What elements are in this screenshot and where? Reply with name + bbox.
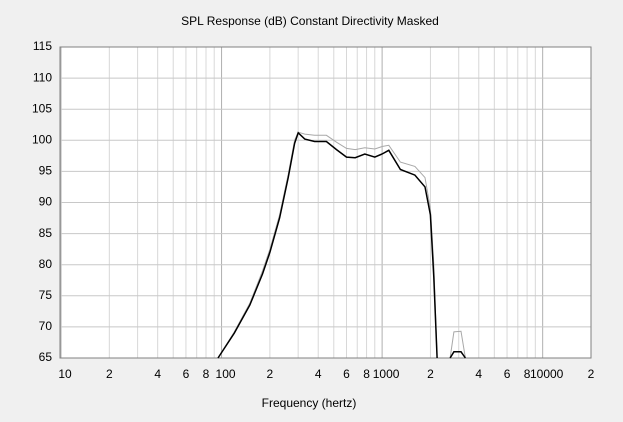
x-tick-label: 2 [588,367,595,381]
x-tick-label: 4 [475,367,482,381]
series-line [217,131,467,359]
x-tick-label: 2 [427,367,434,381]
x-tick-label: 2 [106,367,113,381]
x-tick-label: 6 [343,367,350,381]
y-tick-label: 75 [39,288,53,302]
y-tick-label: 85 [39,226,53,240]
y-tick-label: 80 [39,257,53,271]
x-tick-label: 100 [216,367,236,381]
x-axis-label: Frequency (hertz) [262,396,357,410]
x-tick-label: 6 [183,367,190,381]
y-tick-label: 70 [39,319,53,333]
x-tick-label: 2 [267,367,274,381]
y-tick-label: 110 [33,70,52,84]
chart-title: SPL Response (dB) Constant Directivity M… [181,14,439,28]
x-tick-label: 1000 [373,367,400,381]
y-tick-label: 65 [39,350,53,364]
x-tick-label: 8 [524,367,531,381]
y-tick-label: 100 [32,132,52,146]
x-tick-label: 4 [315,367,322,381]
y-tick-label: 90 [39,195,53,209]
x-tick-label: 10000 [530,367,564,381]
y-tick-label: 115 [33,39,52,53]
x-tick-label: 10 [58,367,72,381]
x-tick-label: 6 [504,367,511,381]
y-tick-label: 95 [39,164,53,178]
x-tick-label: 4 [154,367,161,381]
series-line [217,131,466,359]
x-tick-label: 8 [203,367,210,381]
x-tick-label: 8 [363,367,370,381]
plot-frame [59,46,592,359]
y-tick-label: 105 [32,101,52,115]
